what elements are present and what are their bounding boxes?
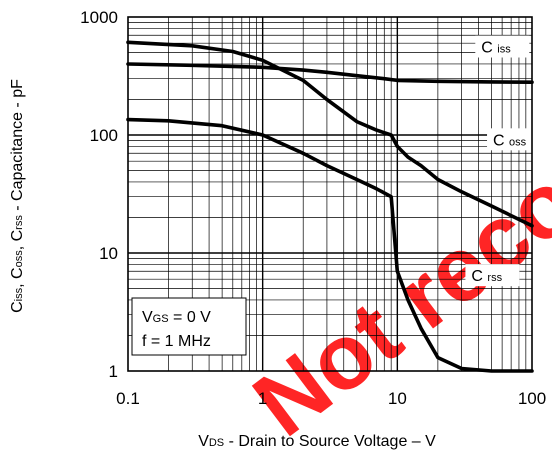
y-axis-label: Ciss, Coss, Crss - Capacitance - pF (9, 79, 26, 313)
x-tick-label: 1 (258, 389, 267, 408)
y-tick-label: 1 (109, 362, 118, 381)
annotation-freq: f = 1 MHz (142, 333, 211, 350)
series-label-bg (475, 35, 530, 58)
chart-series (126, 40, 534, 373)
series-line-c-rss (126, 117, 534, 373)
series-label-c-iss: C iss (475, 35, 530, 58)
y-tick-label: 100 (90, 126, 118, 145)
plot-border (127, 16, 533, 372)
x-tick-label: 10 (388, 389, 407, 408)
series-label-text: C iss (481, 40, 511, 57)
series-label-bg (465, 264, 520, 287)
plot-frame (127, 16, 533, 372)
axis-labels: VDS - Drain to Source Voltage – V Ciss, C… (9, 79, 436, 450)
annotation-box (131, 297, 247, 356)
series-labels: C iss C oss C rss (465, 35, 542, 287)
series-label-text: C oss (493, 132, 527, 149)
tick-labels: 0.1 1 10 100 1000 100 10 1 (80, 8, 546, 408)
series-label-text: C rss (471, 268, 502, 285)
conditions-annotation: VGS = 0 V f = 1 MHz (131, 297, 247, 356)
series-line-c-iss (126, 62, 534, 84)
series-line-c-oss (126, 40, 534, 228)
x-axis-label: VDS - Drain to Source Voltage – V (198, 433, 436, 450)
x-tick-label: 0.1 (116, 389, 140, 408)
y-tick-label: 10 (99, 244, 118, 263)
annotation-vgs: VGS = 0 V (142, 309, 211, 326)
y-tick-label: 1000 (80, 8, 118, 27)
chart-grid (128, 17, 532, 371)
series-label-c-oss: C oss (487, 128, 542, 151)
series-label-c-rss: C rss (465, 264, 520, 287)
series-label-bg (487, 128, 542, 151)
x-tick-label: 100 (518, 389, 546, 408)
